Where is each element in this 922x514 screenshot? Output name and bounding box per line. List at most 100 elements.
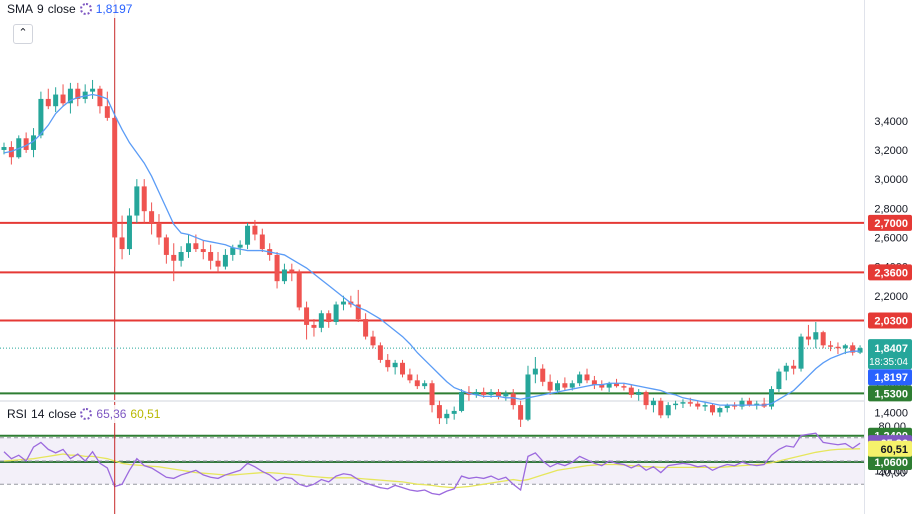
candle <box>820 330 826 349</box>
candle <box>208 244 214 270</box>
candle-body <box>702 405 708 407</box>
candle-body <box>436 405 442 419</box>
price-tick-label: 1,4000 <box>874 407 908 419</box>
settings-icon[interactable] <box>79 3 92 15</box>
candle <box>732 402 738 410</box>
candle-body <box>318 313 324 328</box>
candle-body <box>119 237 125 250</box>
rsi-badge-ma-bg <box>868 440 912 457</box>
candle-body <box>555 383 560 391</box>
candle <box>23 132 29 153</box>
candle-body <box>163 237 169 255</box>
candle-body <box>658 400 664 416</box>
candle-body <box>754 403 760 406</box>
candle-body <box>562 383 568 388</box>
candle-body <box>606 383 612 388</box>
candle <box>326 310 332 328</box>
candle <box>400 359 406 378</box>
candle-body <box>141 186 147 212</box>
candle <box>709 403 715 416</box>
candle-body <box>75 88 81 99</box>
level-badge-resistance-bg <box>868 264 912 281</box>
candle-body <box>392 362 398 368</box>
candle <box>503 390 509 401</box>
candle <box>525 365 531 422</box>
candle <box>289 263 295 282</box>
candle <box>540 364 546 387</box>
settings-icon[interactable] <box>80 408 93 420</box>
candle-body <box>1 147 7 150</box>
candle <box>628 384 634 398</box>
candle <box>459 389 465 413</box>
candle <box>126 208 132 255</box>
candle-body <box>813 332 819 340</box>
candle <box>200 240 206 260</box>
candle-body <box>695 403 701 407</box>
level-badge-label: 1,0600 <box>874 457 908 469</box>
rsi-pane[interactable] <box>0 402 864 514</box>
level-badge-resistance: 2,7000 <box>868 214 912 231</box>
level-badge-label: 2,7000 <box>874 218 908 230</box>
candle <box>245 222 251 250</box>
candle-body <box>237 244 243 248</box>
level-badge-label: 2,0300 <box>874 316 908 328</box>
candle <box>591 375 597 390</box>
collapse-legend-button[interactable]: ⌃ <box>13 24 33 44</box>
candle <box>636 389 642 401</box>
candle-body <box>495 391 501 397</box>
candle-body <box>178 252 184 261</box>
candle <box>518 400 524 427</box>
sma-legend[interactable]: SMA 9 close 1,8197 <box>4 0 140 18</box>
candle <box>584 368 590 384</box>
price-tick-label: 2,8000 <box>874 203 908 215</box>
candle-body <box>791 365 797 369</box>
level-badge-label: 1,5300 <box>874 388 908 400</box>
candle <box>53 87 59 113</box>
price-scale[interactable]: 3,40003,20003,00002,80002,60002,40002,20… <box>865 0 922 514</box>
candle <box>252 219 258 241</box>
level-badge-resistance: 2,0300 <box>868 312 912 329</box>
candle <box>67 82 73 114</box>
candle <box>259 228 265 253</box>
candle-body <box>134 186 140 216</box>
last-price-badge-bg <box>868 339 912 370</box>
candle <box>171 243 177 282</box>
rsi-legend-name: RSI <box>7 407 28 421</box>
candle-body <box>45 98 51 107</box>
candle-body <box>193 243 199 250</box>
candle-body <box>186 243 191 253</box>
candle <box>370 330 376 349</box>
candle-body <box>444 413 450 419</box>
candle <box>813 321 819 349</box>
candle <box>222 249 228 270</box>
candle-body <box>363 319 369 337</box>
candle-body <box>23 138 29 150</box>
candles <box>1 79 863 427</box>
candle <box>695 400 701 410</box>
candle-body <box>584 374 590 381</box>
price-tick-label: 3,0000 <box>874 174 908 186</box>
price-tick-label: 2,6000 <box>874 232 908 244</box>
rsi-legend-source: close <box>48 407 77 421</box>
candle-body <box>82 91 88 99</box>
candle-body <box>687 402 693 404</box>
candle-body <box>422 383 428 387</box>
candle-body <box>769 389 775 407</box>
candle-body <box>650 400 656 406</box>
candle-body <box>673 403 679 406</box>
candle <box>739 397 745 410</box>
candle <box>45 88 51 110</box>
candle <box>429 380 435 413</box>
candle <box>783 362 789 381</box>
candle-body <box>304 307 310 325</box>
rsi-legend[interactable]: RSI 14 close 65,36 60,51 <box>4 405 168 423</box>
level-badge-resistance-bg <box>868 214 912 231</box>
candle <box>828 340 834 352</box>
rsi-tick-label: 40,00 <box>878 468 906 480</box>
candle-body <box>636 391 642 395</box>
candle-body <box>739 400 745 407</box>
candle-body <box>783 365 789 372</box>
